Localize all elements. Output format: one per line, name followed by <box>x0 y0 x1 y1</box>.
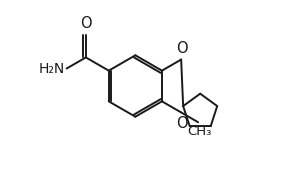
Text: CH₃: CH₃ <box>187 125 211 138</box>
Text: O: O <box>176 41 188 56</box>
Text: O: O <box>80 17 92 31</box>
Text: O: O <box>176 116 188 131</box>
Text: H₂N: H₂N <box>38 62 65 76</box>
